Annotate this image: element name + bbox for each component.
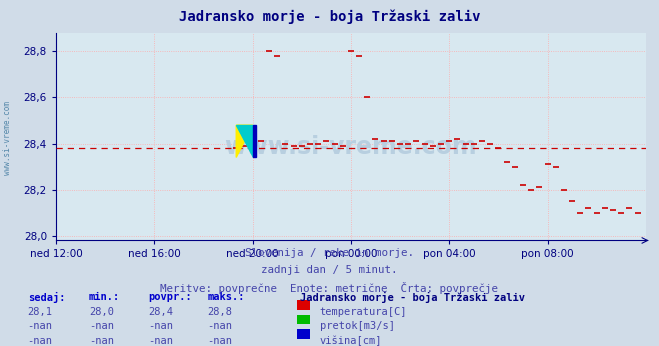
Text: zadnji dan / 5 minut.: zadnji dan / 5 minut. [261,265,398,275]
Text: -nan: -nan [89,336,114,346]
Text: -nan: -nan [28,321,53,331]
Polygon shape [236,125,252,157]
Text: min.:: min.: [89,292,120,302]
Text: www.si-vreme.com: www.si-vreme.com [225,135,477,159]
Text: 28,1: 28,1 [28,307,53,317]
Text: 28,8: 28,8 [208,307,233,317]
Text: -nan: -nan [89,321,114,331]
Text: -nan: -nan [148,321,173,331]
Text: -nan: -nan [208,336,233,346]
Text: Slovenija / reke in morje.: Slovenija / reke in morje. [245,248,414,258]
Text: Jadransko morje - boja Tržaski zaliv: Jadransko morje - boja Tržaski zaliv [179,10,480,24]
Text: -nan: -nan [208,321,233,331]
Text: Meritve: povprečne  Enote: metrične  Črta: povprečje: Meritve: povprečne Enote: metrične Črta:… [161,282,498,294]
Text: 28,4: 28,4 [148,307,173,317]
Polygon shape [236,125,252,157]
Text: -nan: -nan [28,336,53,346]
Text: povpr.:: povpr.: [148,292,192,302]
Text: Jadransko morje - boja Tržaski zaliv: Jadransko morje - boja Tržaski zaliv [300,292,525,303]
Text: 28,0: 28,0 [89,307,114,317]
Text: pretok[m3/s]: pretok[m3/s] [320,321,395,331]
Text: -nan: -nan [148,336,173,346]
Text: maks.:: maks.: [208,292,245,302]
Bar [252,125,256,157]
Text: sedaj:: sedaj: [28,292,65,303]
Text: višina[cm]: višina[cm] [320,336,382,346]
Text: temperatura[C]: temperatura[C] [320,307,407,317]
Text: www.si-vreme.com: www.si-vreme.com [3,101,13,175]
